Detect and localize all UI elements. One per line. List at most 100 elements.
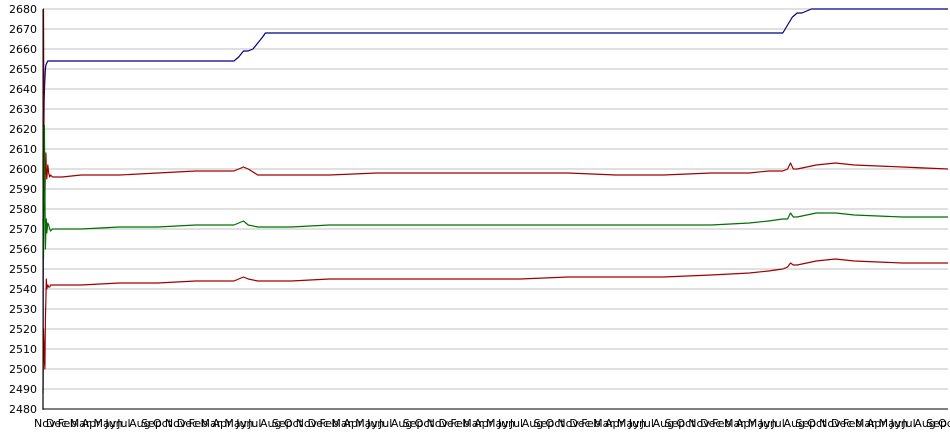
x-tick-label: Mar [70,417,91,430]
y-tick-label: 2560 [9,243,37,256]
x-tick-label: Jul [640,417,654,430]
x-tick-label: Mar [724,417,745,430]
x-tick-label: Jun [628,417,646,430]
series-lines [42,8,949,410]
x-tick-label: Nov [819,417,841,430]
x-tick-label: Apr [474,417,494,430]
x-tick-label: Mar [855,417,876,430]
x-tick-label: May [486,417,509,430]
x-tick-label: Dec [308,417,329,430]
x-tick-label: Jul [901,417,915,430]
x-tick-label: Aug [129,417,150,430]
x-tick-label: Aug [914,417,935,430]
x-tick-label: Nov [34,417,56,430]
x-tick-label: Jun [497,417,515,430]
y-tick-label: 2670 [9,23,37,36]
x-tick-label: May [748,417,771,430]
y-tick-label: 2530 [9,303,37,316]
x-tick-label: May [355,417,378,430]
x-tick-label: Apr [343,417,363,430]
x-tick-label: Mar [201,417,222,430]
x-tick-label: Oct [153,417,173,430]
y-tick-label: 2590 [9,183,37,196]
series-line-top [42,8,948,410]
y-tick-label: 2600 [9,163,37,176]
x-tick-label: Jun [235,417,253,430]
x-tick-label: May [617,417,640,430]
y-tick-labels: 2480 2490 2500 2510 2520 2530 2540 2550 2560 2570… [9,3,37,416]
x-tick-label: Jun [890,417,908,430]
y-tick-label: 2570 [9,223,37,236]
x-tick-label: Jul [116,417,130,430]
y-tick-label: 2650 [9,63,37,76]
x-tick-label: Oct [546,417,566,430]
x-tick-label: Sep [926,417,947,430]
x-tick-label: Dec [569,417,590,430]
x-tick-label: Nov [688,417,710,430]
x-tick-label: Oct [938,417,950,430]
x-tick-label: Oct [415,417,435,430]
y-tick-label: 2640 [9,83,37,96]
y-tick-label: 2620 [9,123,37,136]
x-tick-label: Sep [403,417,424,430]
x-tick-label: Dec [700,417,721,430]
x-tick-labels: NovDecFebMarAprMayJunJulAugSepOctNovDecF… [34,417,950,430]
x-tick-label: Sep [534,417,555,430]
x-tick-label: Nov [165,417,187,430]
x-tick-label: Aug [653,417,674,430]
x-tick-label: Aug [522,417,543,430]
x-tick-label: Sep [795,417,816,430]
x-tick-label: Aug [391,417,412,430]
y-tick-label: 2490 [9,383,37,396]
x-tick-label: Sep [141,417,162,430]
x-tick-label: Dec [177,417,198,430]
x-tick-label: Nov [296,417,318,430]
x-tick-label: Feb [581,417,600,430]
y-tick-label: 2610 [9,143,37,156]
x-tick-label: Apr [605,417,625,430]
x-tick-label: May [224,417,247,430]
y-tick-label: 2580 [9,203,37,216]
x-tick-label: Nov [557,417,579,430]
x-tick-label: Jul [771,417,785,430]
x-tick-label: Oct [676,417,696,430]
x-tick-label: Feb [712,417,731,430]
x-tick-label: Aug [783,417,804,430]
x-tick-label: Apr [867,417,887,430]
x-tick-label: Apr [82,417,102,430]
x-tick-label: Mar [462,417,483,430]
x-tick-label: Sep [664,417,685,430]
y-tick-label: 2510 [9,343,37,356]
x-tick-label: Feb [843,417,862,430]
x-tick-label: Oct [284,417,304,430]
x-tick-label: Jun [366,417,384,430]
x-tick-label: Mar [331,417,352,430]
x-tick-label: Dec [831,417,852,430]
x-tick-label: Feb [450,417,469,430]
x-tick-label: Feb [58,417,77,430]
x-tick-label: Apr [212,417,232,430]
x-tick-label: Jun [104,417,122,430]
x-tick-label: Feb [189,417,208,430]
y-tick-label: 2480 [9,403,37,416]
y-tick-label: 2680 [9,3,37,16]
y-tick-label: 2630 [9,103,37,116]
series-line-middle [42,124,948,260]
x-tick-label: Dec [46,417,67,430]
x-tick-label: Dec [438,417,459,430]
x-tick-label: Feb [320,417,339,430]
series-line-upper [42,8,949,200]
x-tick-label: May [93,417,116,430]
x-tick-label: Jul [509,417,523,430]
y-tick-label: 2540 [9,283,37,296]
x-tick-label: Nov [427,417,449,430]
x-tick-label: Jul [247,417,261,430]
y-tick-label: 2550 [9,263,37,276]
series-line-lower [42,258,948,394]
y-tick-label: 2660 [9,43,37,56]
x-tick-label: Oct [807,417,827,430]
axes [42,9,948,410]
y-tick-label: 2500 [9,363,37,376]
grid-lines [43,8,948,410]
